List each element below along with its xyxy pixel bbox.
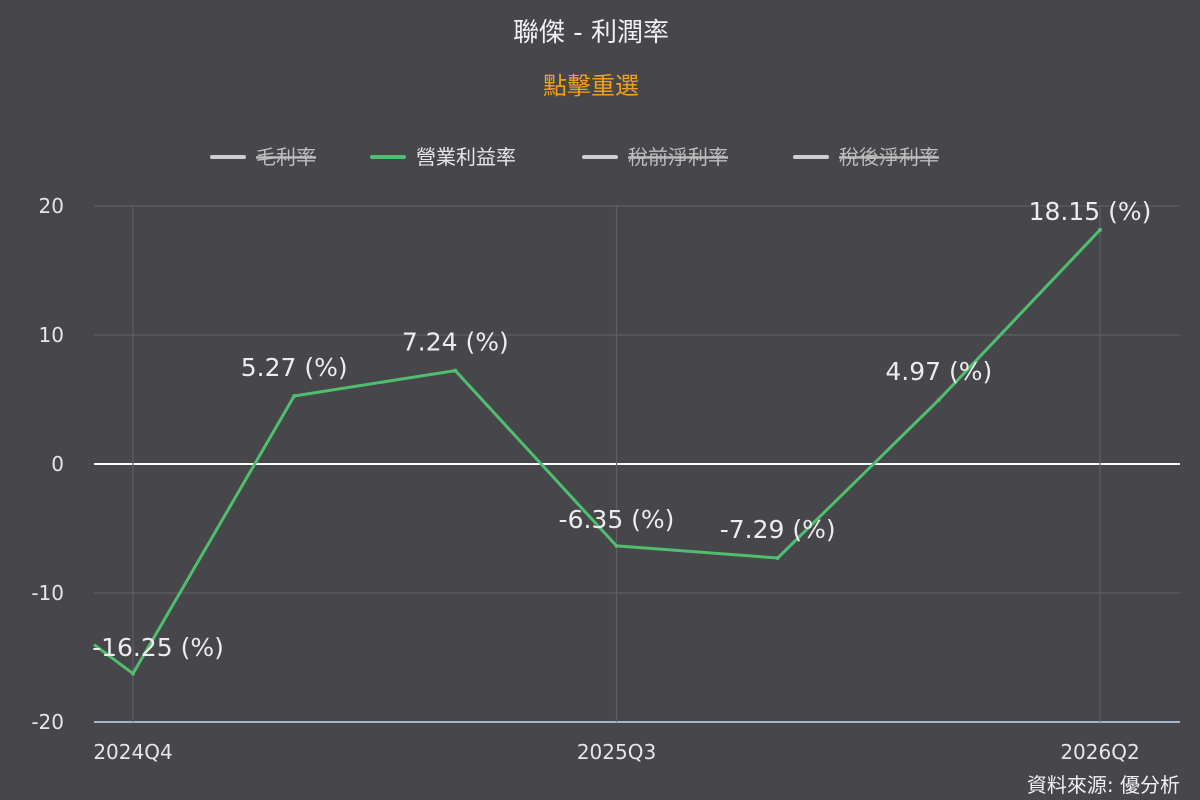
data-label: -6.35 (%) [559,505,675,534]
x-tick-label: 2025Q3 [577,740,656,764]
legend-label: 營業利益率 [416,145,516,169]
data-label: 4.97 (%) [885,357,992,386]
axes: 20 10 0 -10 -20 2024Q4 2025Q3 2026Q2 [31,194,1139,764]
data-point[interactable] [1098,227,1103,232]
data-label: -7.29 (%) [720,515,836,544]
legend-item[interactable]: 營業利益率 [370,145,516,169]
y-tick-label: -10 [31,581,64,605]
data-point[interactable] [292,394,297,399]
data-label: -16.25 (%) [92,633,224,662]
legend-item[interactable]: 稅後淨利率 [793,145,939,169]
y-tick-label: 20 [39,194,64,218]
legend-item[interactable]: 稅前淨利率 [582,145,728,169]
x-tick-label: 2026Q2 [1060,740,1139,764]
legend: 毛利率 營業利益率 稅前淨利率 稅後淨利率 [210,145,939,169]
y-tick-label: 0 [51,452,64,476]
source-note: 資料來源: 優分析 [1027,773,1180,797]
data-point[interactable] [614,543,619,548]
chart-title: 聯傑 - 利潤率 [513,18,669,48]
data-labels: -16.25 (%) 5.27 (%) 7.24 (%) -6.35 (%) -7.29… [92,197,1151,662]
grid [94,205,1180,723]
data-point[interactable] [775,556,780,561]
legend-item[interactable]: 毛利率 [210,145,316,169]
data-label: 5.27 (%) [241,353,348,382]
data-point[interactable] [453,368,458,373]
series-layer [93,227,1103,676]
y-tick-label: -20 [31,710,64,734]
reselect-link[interactable]: 點擊重選 [543,72,639,100]
x-tick-label: 2024Q4 [93,740,172,764]
data-label: 7.24 (%) [402,328,509,357]
data-point[interactable] [936,397,941,402]
data-label: 18.15 (%) [1029,197,1152,226]
y-tick-label: 10 [39,323,64,347]
series-line-operating-margin[interactable] [93,228,1102,676]
data-point[interactable] [131,671,135,676]
